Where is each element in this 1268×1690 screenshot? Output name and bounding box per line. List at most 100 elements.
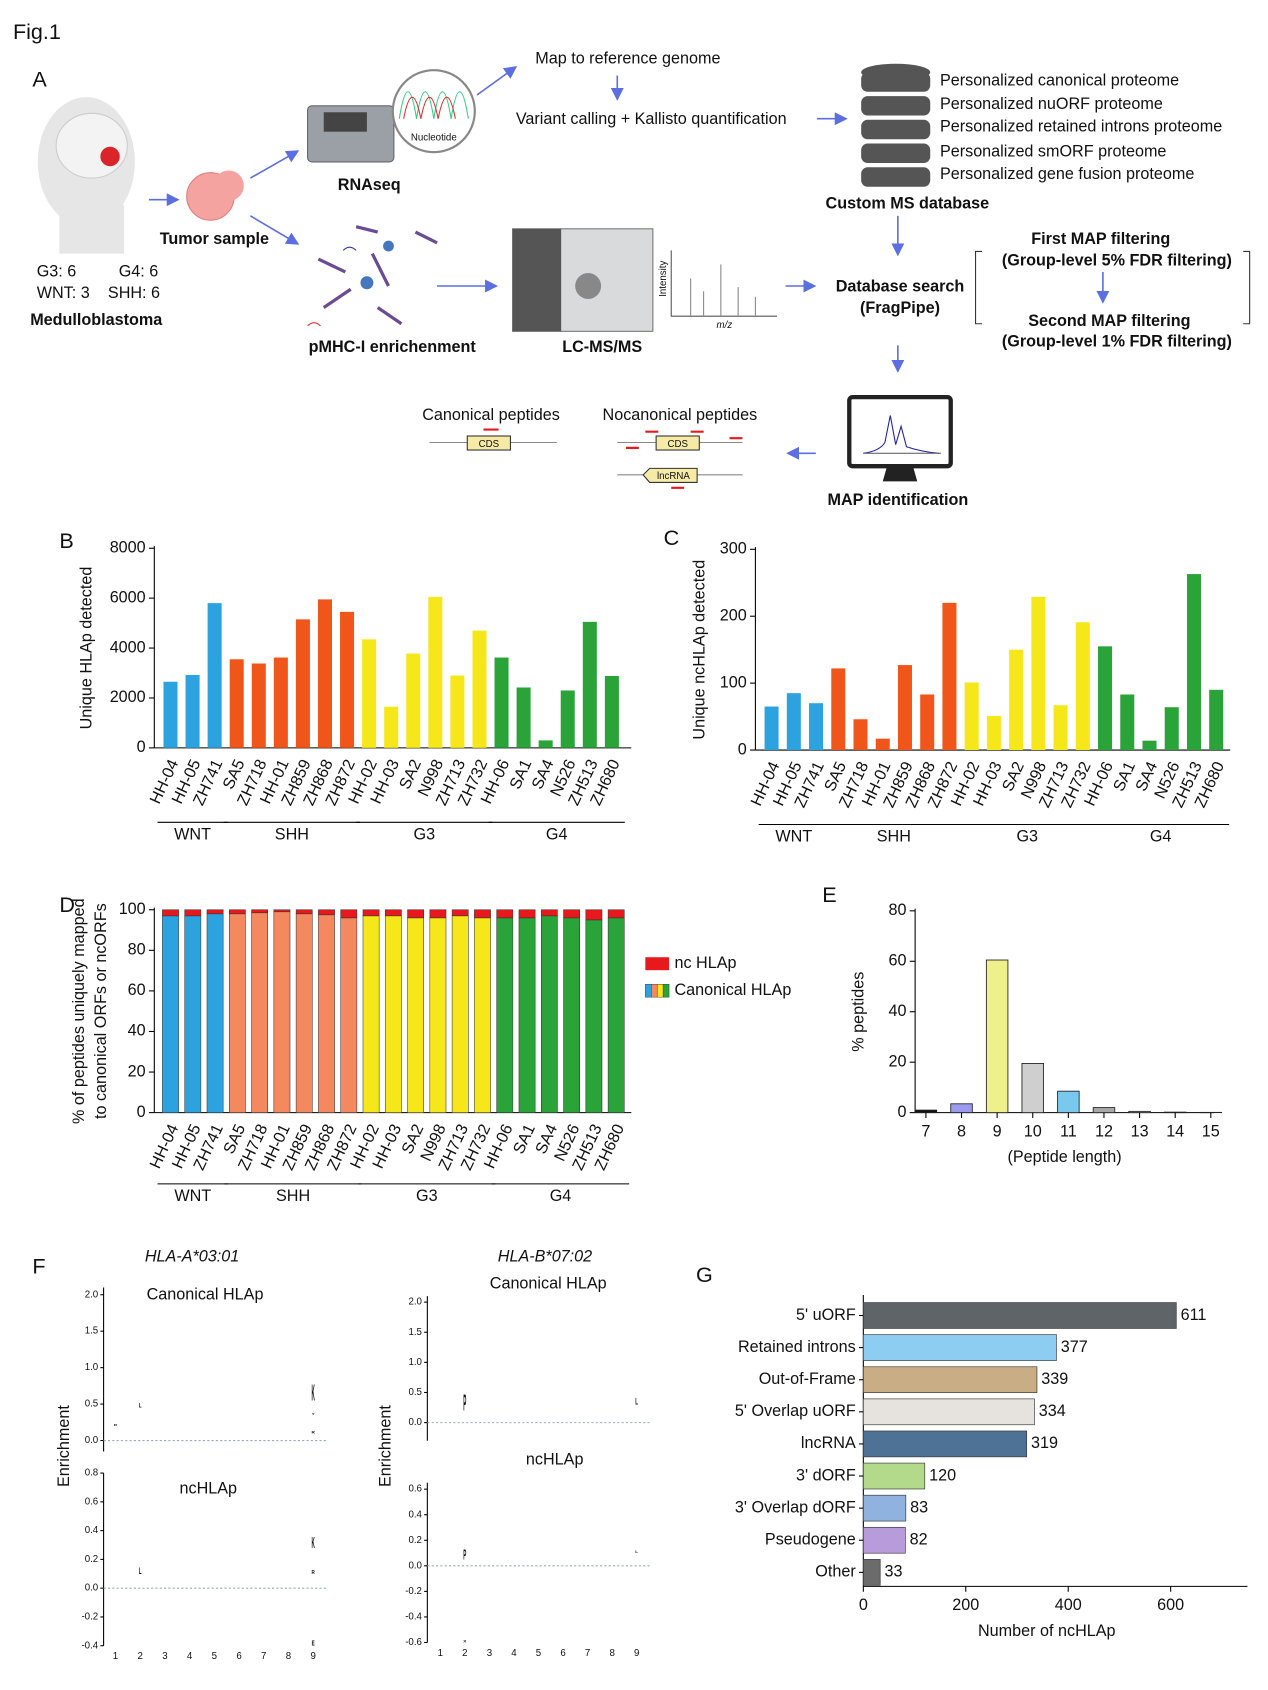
y-tick-label: 40 [128, 1022, 146, 1040]
legend-swatch [656, 983, 664, 998]
bar [985, 959, 1009, 1114]
logo-letter: L [635, 1398, 638, 1407]
bar [853, 719, 868, 751]
bar [1120, 694, 1135, 751]
y-tick-label: 100 [720, 673, 747, 691]
panel-a-text: G3: 6 G4: 6 WNT: 3 SHH: 6 Medulloblastom… [30, 50, 1232, 509]
bar [516, 687, 531, 748]
bar-segment [429, 909, 447, 919]
y-tick-label: 5' Overlap uORF [735, 1402, 856, 1420]
bar [1031, 596, 1046, 751]
bar [875, 738, 890, 751]
bar-segment [540, 915, 558, 1113]
bar [384, 706, 399, 748]
bar [450, 675, 465, 748]
bar-segment [273, 911, 291, 1113]
bar [472, 630, 487, 748]
y-tick-label: 1.0 [408, 1357, 422, 1368]
y-tick-label: 1.0 [85, 1362, 99, 1373]
bar [1053, 705, 1068, 751]
data-label: 82 [910, 1531, 928, 1549]
panel-label: A [32, 66, 47, 91]
logo-letter: P [463, 1390, 466, 1416]
bar [1021, 1063, 1044, 1114]
bar [986, 715, 1001, 751]
x-tick-label: 12 [1095, 1122, 1113, 1140]
logo-letter: L [139, 1566, 142, 1576]
data-label: 377 [1061, 1338, 1088, 1356]
bar-segment [474, 917, 491, 1113]
bar-segment [340, 917, 358, 1113]
data-label: 120 [929, 1466, 956, 1484]
bar [764, 706, 779, 751]
data-label: 83 [910, 1498, 928, 1516]
y-tick-label: 0.5 [85, 1399, 99, 1410]
bar-segment [318, 914, 335, 1113]
logo-letter: L [635, 1549, 638, 1554]
y-axis-label: Enrichment [55, 1405, 73, 1487]
nucleotide: Nucleotide [411, 132, 457, 143]
bar-segment [318, 909, 335, 916]
bar [295, 619, 310, 748]
bar [862, 1334, 1057, 1361]
canonical: Canonical peptides [422, 406, 560, 424]
bar-segment [384, 909, 402, 917]
bar-segment [585, 909, 603, 921]
logo-letter: K [312, 1381, 315, 1406]
bar-segment [607, 917, 625, 1113]
bar-segment [251, 912, 269, 1113]
bar [428, 596, 443, 748]
x-tick-label: 3 [487, 1648, 492, 1659]
y-axis-label: Enrichment [377, 1405, 395, 1487]
logo-letter: K [312, 1536, 316, 1552]
db-search: Database search [836, 277, 965, 295]
variant: Variant calling + Kallisto quantificatio… [516, 110, 787, 128]
y-tick-label: 300 [720, 540, 747, 558]
bar [950, 1103, 973, 1114]
y-axis-label: Unique ncHLAp detected [691, 560, 709, 740]
logo-title: Canonical HLAp [147, 1285, 264, 1303]
y-tick-label: 20 [888, 1052, 906, 1070]
bar-segment [540, 909, 558, 917]
y-tick-label: -0.6 [405, 1637, 422, 1648]
bar [831, 668, 846, 751]
x-tick-label: 11 [1060, 1122, 1077, 1140]
bar [920, 694, 935, 751]
patients: SHH: 6 [108, 284, 160, 302]
bar-segment [362, 909, 380, 917]
rnaseq: RNAseq [338, 176, 401, 194]
bar [1186, 574, 1201, 751]
filter: (Group-level 1% FDR filtering) [1002, 332, 1232, 350]
x-tick-label: 9 [310, 1651, 315, 1662]
x-tick-label: 13 [1131, 1122, 1149, 1140]
bar-segment [184, 915, 202, 1113]
bar [538, 740, 553, 748]
bar [1009, 649, 1024, 751]
x-tick-label: 8 [286, 1651, 291, 1662]
bar-segment [607, 909, 625, 919]
y-axis-label: to canonical ORFs or ncORFs [92, 903, 110, 1119]
x-tick-label: 600 [1157, 1596, 1184, 1614]
bar [1164, 707, 1179, 751]
bar-segment [563, 917, 580, 1113]
bar [964, 682, 979, 751]
logo-title: ncHLAp [526, 1450, 584, 1468]
data-label: 334 [1039, 1402, 1066, 1420]
y-tick-label: 200 [720, 607, 747, 625]
x-tick-label: 2 [137, 1651, 142, 1662]
bar-segment [251, 909, 269, 914]
bar-segment [162, 909, 179, 917]
y-tick-label: 0.0 [408, 1560, 422, 1571]
x-tick-label: 1 [438, 1648, 443, 1659]
y-tick-label: 0.4 [408, 1509, 422, 1520]
x-tick-label: 8 [957, 1122, 966, 1140]
bar [273, 657, 288, 748]
bar-segment [184, 909, 202, 917]
y-tick-label: 0.4 [85, 1525, 99, 1536]
bar-segment [340, 909, 358, 919]
y-tick-label: 0.6 [85, 1496, 99, 1507]
bar-segment [407, 917, 424, 1113]
panel-a-graphics [37, 63, 1251, 489]
